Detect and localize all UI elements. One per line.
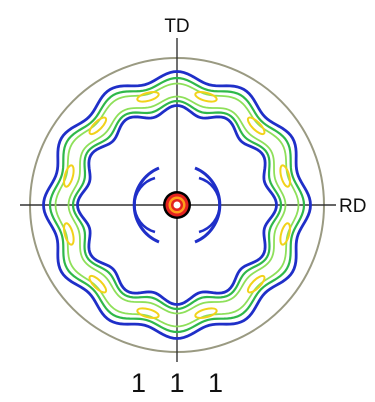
td-label: TD <box>164 16 189 37</box>
contour-yellow-island <box>246 116 266 136</box>
contour-blue-outer <box>42 70 312 340</box>
contour-yellow-island <box>246 274 266 294</box>
contour-yellow-island <box>88 274 108 294</box>
contour-yellow-island <box>63 222 75 246</box>
contour-yellow-island <box>136 91 160 103</box>
contour-yellow-island <box>88 116 108 136</box>
contour-green-inner <box>71 99 283 311</box>
center-arc-right-inner <box>198 176 221 234</box>
contour-lgreen-inner <box>67 95 287 315</box>
contour-yellow-island <box>279 222 291 246</box>
contour-yellow-island <box>279 164 291 188</box>
contour-blue-inner <box>76 104 278 306</box>
center-arc-left-inner <box>133 176 156 234</box>
rd-label: RD <box>339 196 366 217</box>
center-core <box>173 201 181 209</box>
contour-yellow-island <box>136 307 160 319</box>
figure-caption: 1 1 1 <box>131 368 231 398</box>
contour-yellow-island <box>194 307 218 319</box>
center-pole <box>132 166 222 244</box>
contour-green-outer <box>48 76 306 334</box>
contour-lines <box>42 70 312 340</box>
contour-yellow-island <box>63 164 75 188</box>
contour-yellow-island <box>194 91 218 103</box>
contour-lgreen-outer <box>54 82 300 328</box>
